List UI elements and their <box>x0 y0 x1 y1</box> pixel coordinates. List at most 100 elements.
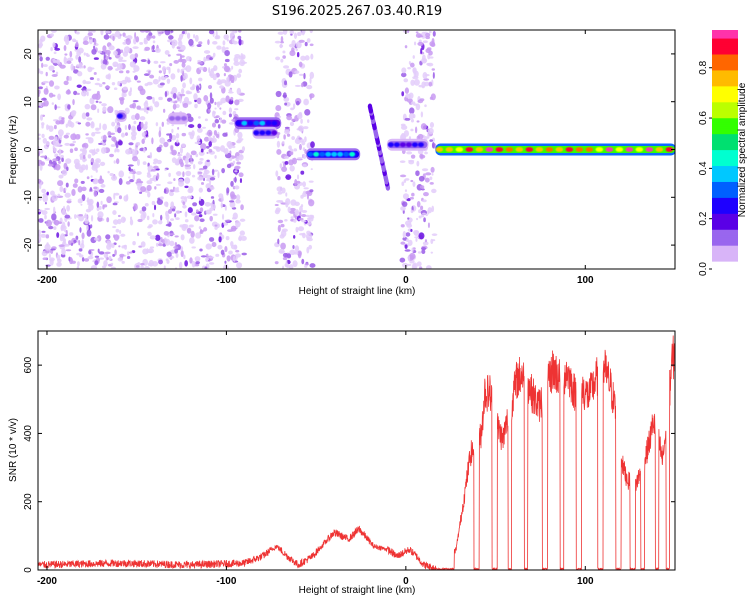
noise-speck <box>296 113 303 120</box>
noise-speck <box>45 264 51 267</box>
colorbar-cell <box>712 243 738 246</box>
band-peak <box>235 120 242 126</box>
noise-speck <box>111 121 116 127</box>
noise-speck <box>108 135 112 138</box>
noise-speck <box>309 93 313 101</box>
noise-speck <box>165 201 169 208</box>
noise-speck <box>148 32 153 37</box>
noise-speck <box>399 174 407 178</box>
noise-speck <box>97 211 104 219</box>
noise-speck <box>128 171 133 174</box>
noise-speck <box>282 257 288 261</box>
noise-speck <box>146 81 153 86</box>
noise-speck <box>213 129 218 136</box>
noise-speck <box>180 44 186 51</box>
noise-speck <box>282 30 288 35</box>
colorbar-cell <box>712 209 738 212</box>
noise-speck <box>419 185 425 189</box>
noise-speck <box>211 137 217 143</box>
noise-speck <box>214 155 217 159</box>
colorbar-tick-label: 0.8 <box>698 60 709 74</box>
noise-speck <box>176 186 179 192</box>
noise-speck <box>410 209 414 214</box>
noise-speck <box>170 201 175 209</box>
noise-speck <box>186 151 189 158</box>
noise-speck <box>100 200 103 206</box>
colorbar-cell <box>712 255 738 258</box>
noise-speck <box>136 158 140 167</box>
noise-speck <box>167 208 173 214</box>
colorbar-cell <box>712 93 738 97</box>
noise-speck <box>221 46 226 53</box>
noise-speck <box>52 42 56 48</box>
colorbar-cell <box>712 229 738 232</box>
noise-speck <box>405 232 411 237</box>
noise-speck <box>171 149 177 156</box>
noise-speck <box>239 230 246 236</box>
noise-speck <box>102 123 107 131</box>
noise-speck <box>277 224 281 233</box>
noise-speck <box>181 58 187 64</box>
noise-speck <box>412 76 419 80</box>
noise-speck <box>307 217 311 220</box>
noise-speck <box>211 122 217 128</box>
noise-speck <box>77 122 82 125</box>
noise-speck <box>102 45 107 52</box>
noise-speck <box>104 251 111 255</box>
noise-speck <box>276 186 283 192</box>
noise-speck <box>166 66 171 71</box>
noise-speck <box>190 150 197 156</box>
noise-speck <box>92 178 99 185</box>
noise-speck <box>175 217 180 221</box>
noise-speck <box>416 160 420 167</box>
noise-speck <box>57 93 61 101</box>
noise-speck <box>158 126 162 132</box>
noise-speck <box>304 264 308 268</box>
colorbar-cell <box>712 101 738 105</box>
noise-speck <box>185 170 192 177</box>
noise-speck <box>167 181 173 185</box>
noise-speck <box>431 233 438 236</box>
band-peak <box>545 147 554 152</box>
noise-speck <box>170 90 174 95</box>
noise-speck <box>421 86 425 89</box>
noise-speck <box>153 204 157 211</box>
noise-speck <box>407 67 411 70</box>
noise-speck <box>425 172 432 176</box>
noise-speck <box>131 114 137 120</box>
noise-speck <box>198 116 201 119</box>
noise-speck <box>420 154 426 159</box>
noise-speck <box>152 35 156 39</box>
band-peak <box>645 147 654 152</box>
noise-speck <box>302 163 307 168</box>
noise-speck <box>76 84 82 88</box>
noise-speck <box>218 236 222 243</box>
spectrogram-y-tick-label: 20 <box>23 48 34 60</box>
noise-speck <box>236 161 242 165</box>
noise-speck <box>410 228 413 233</box>
colorbar-cell <box>712 121 738 125</box>
noise-speck <box>168 233 175 236</box>
noise-speck <box>155 183 161 186</box>
noise-speck <box>85 112 90 117</box>
colorbar-cell <box>712 30 738 33</box>
noise-speck <box>141 138 145 145</box>
noise-speck <box>197 127 203 133</box>
noise-speck <box>182 82 186 89</box>
colorbar-cell <box>712 167 738 171</box>
colorbar-cell <box>712 227 738 230</box>
noise-speck <box>234 165 241 170</box>
noise-speck <box>80 203 83 206</box>
noise-speck <box>401 67 407 74</box>
colorbar-cell <box>712 175 738 178</box>
noise-speck <box>60 154 64 159</box>
noise-speck <box>38 209 43 213</box>
noise-speck <box>298 73 304 76</box>
noise-speck <box>163 141 169 148</box>
colorbar-cell <box>712 239 738 242</box>
noise-speck <box>421 57 428 64</box>
noise-speck <box>424 104 427 108</box>
noise-speck <box>55 163 61 171</box>
colorbar-cell <box>712 37 738 41</box>
colorbar-cell <box>712 103 738 107</box>
